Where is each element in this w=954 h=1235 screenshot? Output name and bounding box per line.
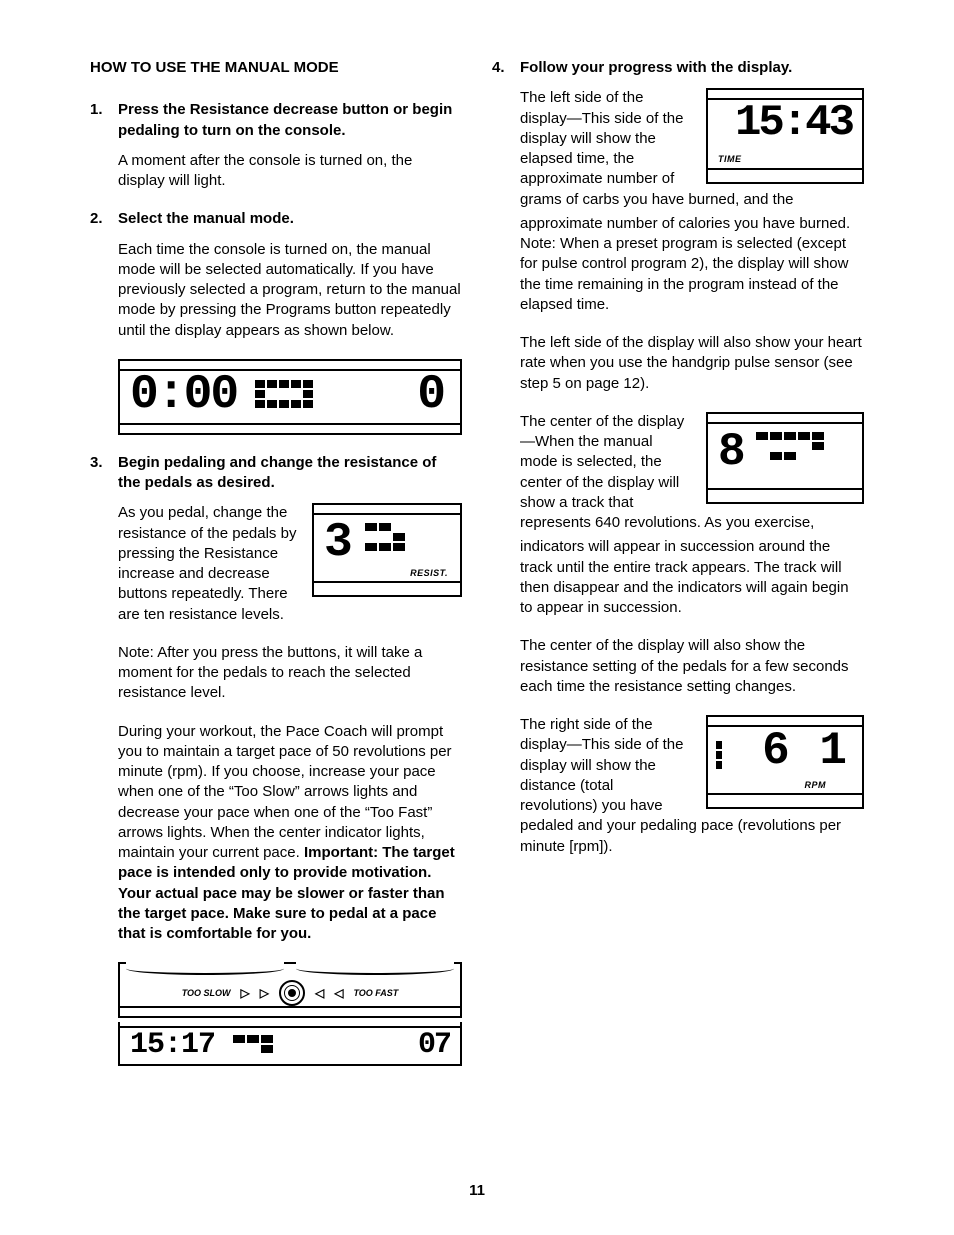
step-number: 4. bbox=[492, 58, 520, 78]
step-4-heading: 4. Follow your progress with the display… bbox=[492, 58, 864, 78]
arrow-right-icon: ▷ bbox=[260, 985, 269, 1001]
lcd-display-manual-mode: 0:00 0 bbox=[118, 359, 462, 435]
lcd-right-digit: 0 bbox=[417, 375, 444, 415]
step-1-heading: 1. Press the Resistance decrease button … bbox=[90, 100, 462, 141]
track-icon bbox=[365, 523, 405, 553]
two-column-layout: HOW TO USE THE MANUAL MODE 1. Press the … bbox=[90, 58, 864, 1062]
step-number: 2. bbox=[90, 209, 118, 229]
right-display-block: 6 1 RPM The right side of the display—Th… bbox=[520, 715, 864, 857]
center-display-after: indicators will appear in succession aro… bbox=[520, 537, 864, 618]
step-number: 3. bbox=[90, 453, 118, 494]
track-icon bbox=[756, 432, 824, 462]
lcd-time-value: 15:43 bbox=[735, 104, 852, 142]
step-3-note: Note: After you press the buttons, it wi… bbox=[118, 643, 462, 704]
left-display-block: 15:43 TIME The left side of the display—… bbox=[520, 88, 864, 210]
left-column: HOW TO USE THE MANUAL MODE 1. Press the … bbox=[90, 58, 462, 1062]
lcd-time-label: TIME bbox=[718, 153, 742, 165]
step-2-body: Each time the console is turned on, the … bbox=[118, 240, 462, 341]
lcd-rpm-value: 6 1 bbox=[762, 731, 848, 771]
step-3-pace-para: During your workout, the Pace Coach will… bbox=[118, 722, 462, 945]
lcd-center-value: 8 bbox=[718, 432, 744, 472]
left-display-after: approximate number of calories you have … bbox=[520, 214, 864, 315]
step-3-wrap-text: As you pedal, change the resistance of t… bbox=[118, 504, 296, 622]
heart-rate-para: The left side of the display will also s… bbox=[520, 333, 864, 394]
step-3-heading: 3. Begin pedaling and change the resista… bbox=[90, 453, 462, 494]
step-title: Begin pedaling and change the resistance… bbox=[118, 453, 462, 494]
page: HOW TO USE THE MANUAL MODE 1. Press the … bbox=[0, 0, 954, 1235]
bar-indicator-icon bbox=[716, 741, 722, 769]
arrow-left-icon: ◁ bbox=[334, 985, 343, 1001]
center-indicator-icon bbox=[279, 980, 305, 1006]
lcd-bottom-left: 15:17 bbox=[130, 1032, 215, 1058]
lcd-display-rpm: 6 1 RPM bbox=[706, 715, 864, 809]
right-column: 4. Follow your progress with the display… bbox=[492, 58, 864, 1062]
step-3-wrap-block: 3 RESIST. As you pedal, change the resis… bbox=[118, 503, 462, 625]
page-number: 11 bbox=[0, 1181, 954, 1201]
track-icon bbox=[255, 380, 313, 410]
section-heading: HOW TO USE THE MANUAL MODE bbox=[90, 58, 462, 78]
lcd-display-pace-coach: TOO SLOW ▷ ▷ ◁ ◁ TOO FAST 15:17 bbox=[118, 962, 462, 1062]
step-2-heading: 2. Select the manual mode. bbox=[90, 209, 462, 229]
arrow-left-icon: ◁ bbox=[315, 985, 324, 1001]
center-display-block: 8 The center of the display—When the man… bbox=[520, 412, 864, 534]
step-title: Follow your progress with the display. bbox=[520, 58, 864, 78]
lcd-display-center: 8 bbox=[706, 412, 864, 504]
lcd-resist-value: 3 bbox=[324, 523, 351, 563]
lcd-time-value: 0:00 bbox=[130, 375, 237, 415]
step-title: Press the Resistance decrease button or … bbox=[118, 100, 462, 141]
lcd-rpm-label: RPM bbox=[805, 779, 827, 791]
step-number: 1. bbox=[90, 100, 118, 141]
step-1-body: A moment after the console is turned on,… bbox=[118, 151, 462, 192]
step-title: Select the manual mode. bbox=[118, 209, 462, 229]
too-slow-label: TOO SLOW bbox=[182, 987, 231, 999]
lcd-bottom-right: 07 bbox=[418, 1032, 450, 1058]
track-icon bbox=[233, 1035, 273, 1055]
center-display-p4: The center of the display will also show… bbox=[520, 636, 864, 697]
lcd-display-resist: 3 RESIST. bbox=[312, 503, 462, 597]
arrow-right-icon: ▷ bbox=[241, 985, 250, 1001]
too-fast-label: TOO FAST bbox=[353, 987, 398, 999]
lcd-display-time: 15:43 TIME bbox=[706, 88, 864, 184]
center-display-lead: The center of the display bbox=[520, 413, 684, 430]
lcd-resist-label: RESIST. bbox=[410, 567, 448, 579]
